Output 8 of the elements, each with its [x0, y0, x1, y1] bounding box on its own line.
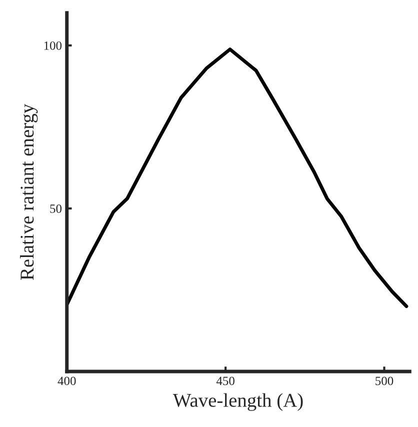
line-series	[66, 48, 408, 308]
y-axis-title: Relative ratiant energy	[20, 104, 38, 280]
x-tick-label: 450	[216, 376, 234, 386]
y-tick-label: 50	[50, 204, 62, 213]
x-tick-label: 500	[376, 376, 394, 386]
x-axis-title: Wave-length (A)	[172, 393, 303, 411]
y-tick-label: 100	[44, 41, 62, 50]
x-tick-label: 400	[58, 376, 76, 386]
